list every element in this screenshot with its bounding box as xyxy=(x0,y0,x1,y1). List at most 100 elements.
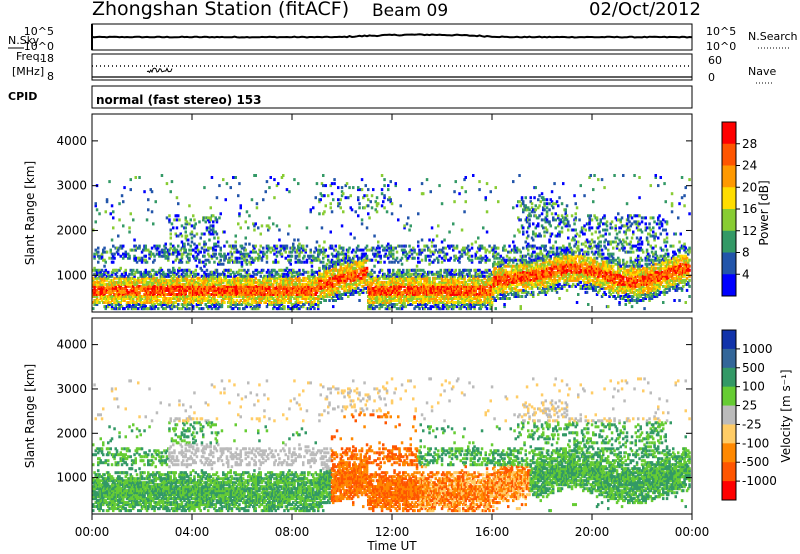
heatmap-cell xyxy=(138,256,141,260)
heatmap-cell xyxy=(229,268,232,272)
heatmap-cell xyxy=(373,270,376,274)
heatmap-cell xyxy=(285,244,289,248)
heatmap-cell xyxy=(365,244,369,248)
heatmap-cell xyxy=(153,254,156,258)
heatmap-cell xyxy=(285,188,289,192)
heatmap-cell xyxy=(340,297,344,300)
heatmap-cell xyxy=(412,301,415,304)
heatmap-cell xyxy=(132,288,135,292)
heatmap-cell xyxy=(310,268,314,272)
heatmap-cell xyxy=(190,224,194,228)
heatmap-cell xyxy=(139,258,142,262)
heatmap-cell xyxy=(144,276,147,280)
heatmap-cell xyxy=(319,198,322,202)
heatmap-cell xyxy=(400,262,404,266)
heatmap-cell xyxy=(417,244,420,248)
heatmap-cell xyxy=(119,290,122,294)
heatmap-cell xyxy=(178,288,181,292)
heatmap-cell xyxy=(439,268,442,272)
heatmap-cell xyxy=(175,248,179,252)
heatmap-cell xyxy=(127,295,130,298)
heatmap-cell xyxy=(168,280,171,284)
heatmap-cell xyxy=(180,286,184,290)
heatmap-cell xyxy=(183,290,186,294)
heatmap-cell xyxy=(139,295,142,298)
heatmap-cell xyxy=(112,254,115,258)
heatmap-cell xyxy=(475,250,479,254)
heatmap-cell xyxy=(404,244,407,248)
heatmap-cell xyxy=(244,220,247,224)
heatmap-cell xyxy=(114,299,117,302)
heatmap-cell xyxy=(419,268,422,272)
heatmap-cell xyxy=(242,274,245,278)
heatmap-cell xyxy=(129,188,132,192)
heatmap-cell xyxy=(172,248,175,252)
heatmap-cell xyxy=(144,286,147,290)
heatmap-cell xyxy=(139,274,142,278)
heatmap-cell xyxy=(108,288,111,292)
heatmap-cell xyxy=(370,268,374,272)
heatmap-cell xyxy=(175,214,179,218)
heatmap-cell xyxy=(349,232,352,236)
heatmap-cell xyxy=(152,295,155,298)
heatmap-cell xyxy=(125,305,129,309)
heatmap-cell xyxy=(193,297,196,300)
heatmap-cell xyxy=(132,280,135,284)
heatmap-cell xyxy=(134,282,137,286)
heatmap-cell xyxy=(188,307,191,311)
heatmap-cell xyxy=(274,258,277,262)
heatmap-cell xyxy=(443,238,446,242)
heatmap-cell xyxy=(394,246,397,250)
heatmap-cell xyxy=(183,303,186,306)
heatmap-cell xyxy=(279,244,282,248)
heatmap-cell xyxy=(134,270,137,274)
heatmap-cell xyxy=(329,206,332,210)
heatmap-cell xyxy=(239,204,242,208)
heatmap-cell xyxy=(177,202,180,206)
heatmap-cell xyxy=(169,246,172,250)
heatmap-cell xyxy=(129,297,132,300)
heatmap-cell xyxy=(99,295,102,298)
heatmap-cell xyxy=(132,276,135,280)
heatmap-cell xyxy=(169,282,172,286)
heatmap-cell xyxy=(137,303,140,306)
heatmap-cell xyxy=(172,250,175,254)
heatmap-cell xyxy=(420,258,424,262)
heatmap-cell xyxy=(144,246,147,250)
heatmap-cell xyxy=(122,299,125,302)
heatmap-cell xyxy=(185,278,189,282)
heatmap-cell xyxy=(180,272,184,276)
heatmap-cell xyxy=(124,286,127,290)
heatmap-cell xyxy=(198,307,201,311)
heatmap-cell xyxy=(395,303,399,306)
heatmap-cell xyxy=(209,206,212,210)
heatmap-cell xyxy=(177,270,180,274)
heatmap-cell xyxy=(194,250,197,254)
heatmap-cell xyxy=(223,301,226,304)
heatmap-cell xyxy=(115,246,119,250)
heatmap-cell xyxy=(478,188,481,192)
heatmap-cell xyxy=(102,258,105,262)
heatmap-cell xyxy=(127,276,130,280)
heatmap-cell xyxy=(113,252,116,256)
heatmap-cell xyxy=(184,230,187,234)
heatmap-cell xyxy=(330,182,334,186)
heatmap-cell xyxy=(188,297,191,300)
heatmap-cell xyxy=(143,190,146,194)
heatmap-cell xyxy=(219,246,222,250)
heatmap-cell xyxy=(218,216,221,220)
heatmap-cell xyxy=(155,278,159,282)
heatmap-cell xyxy=(137,295,140,298)
heatmap-cell xyxy=(464,176,467,179)
heatmap-cell xyxy=(152,276,155,280)
heatmap-cell xyxy=(285,266,289,270)
heatmap-cell xyxy=(198,286,201,290)
heatmap-cell xyxy=(127,293,130,296)
heatmap-cell xyxy=(163,295,166,298)
heatmap-cell xyxy=(165,280,169,284)
heatmap-cell xyxy=(353,254,356,258)
heatmap-cell xyxy=(355,268,359,272)
heatmap-cell xyxy=(142,248,145,252)
heatmap-cell xyxy=(158,288,161,292)
heatmap-cell xyxy=(157,303,160,306)
